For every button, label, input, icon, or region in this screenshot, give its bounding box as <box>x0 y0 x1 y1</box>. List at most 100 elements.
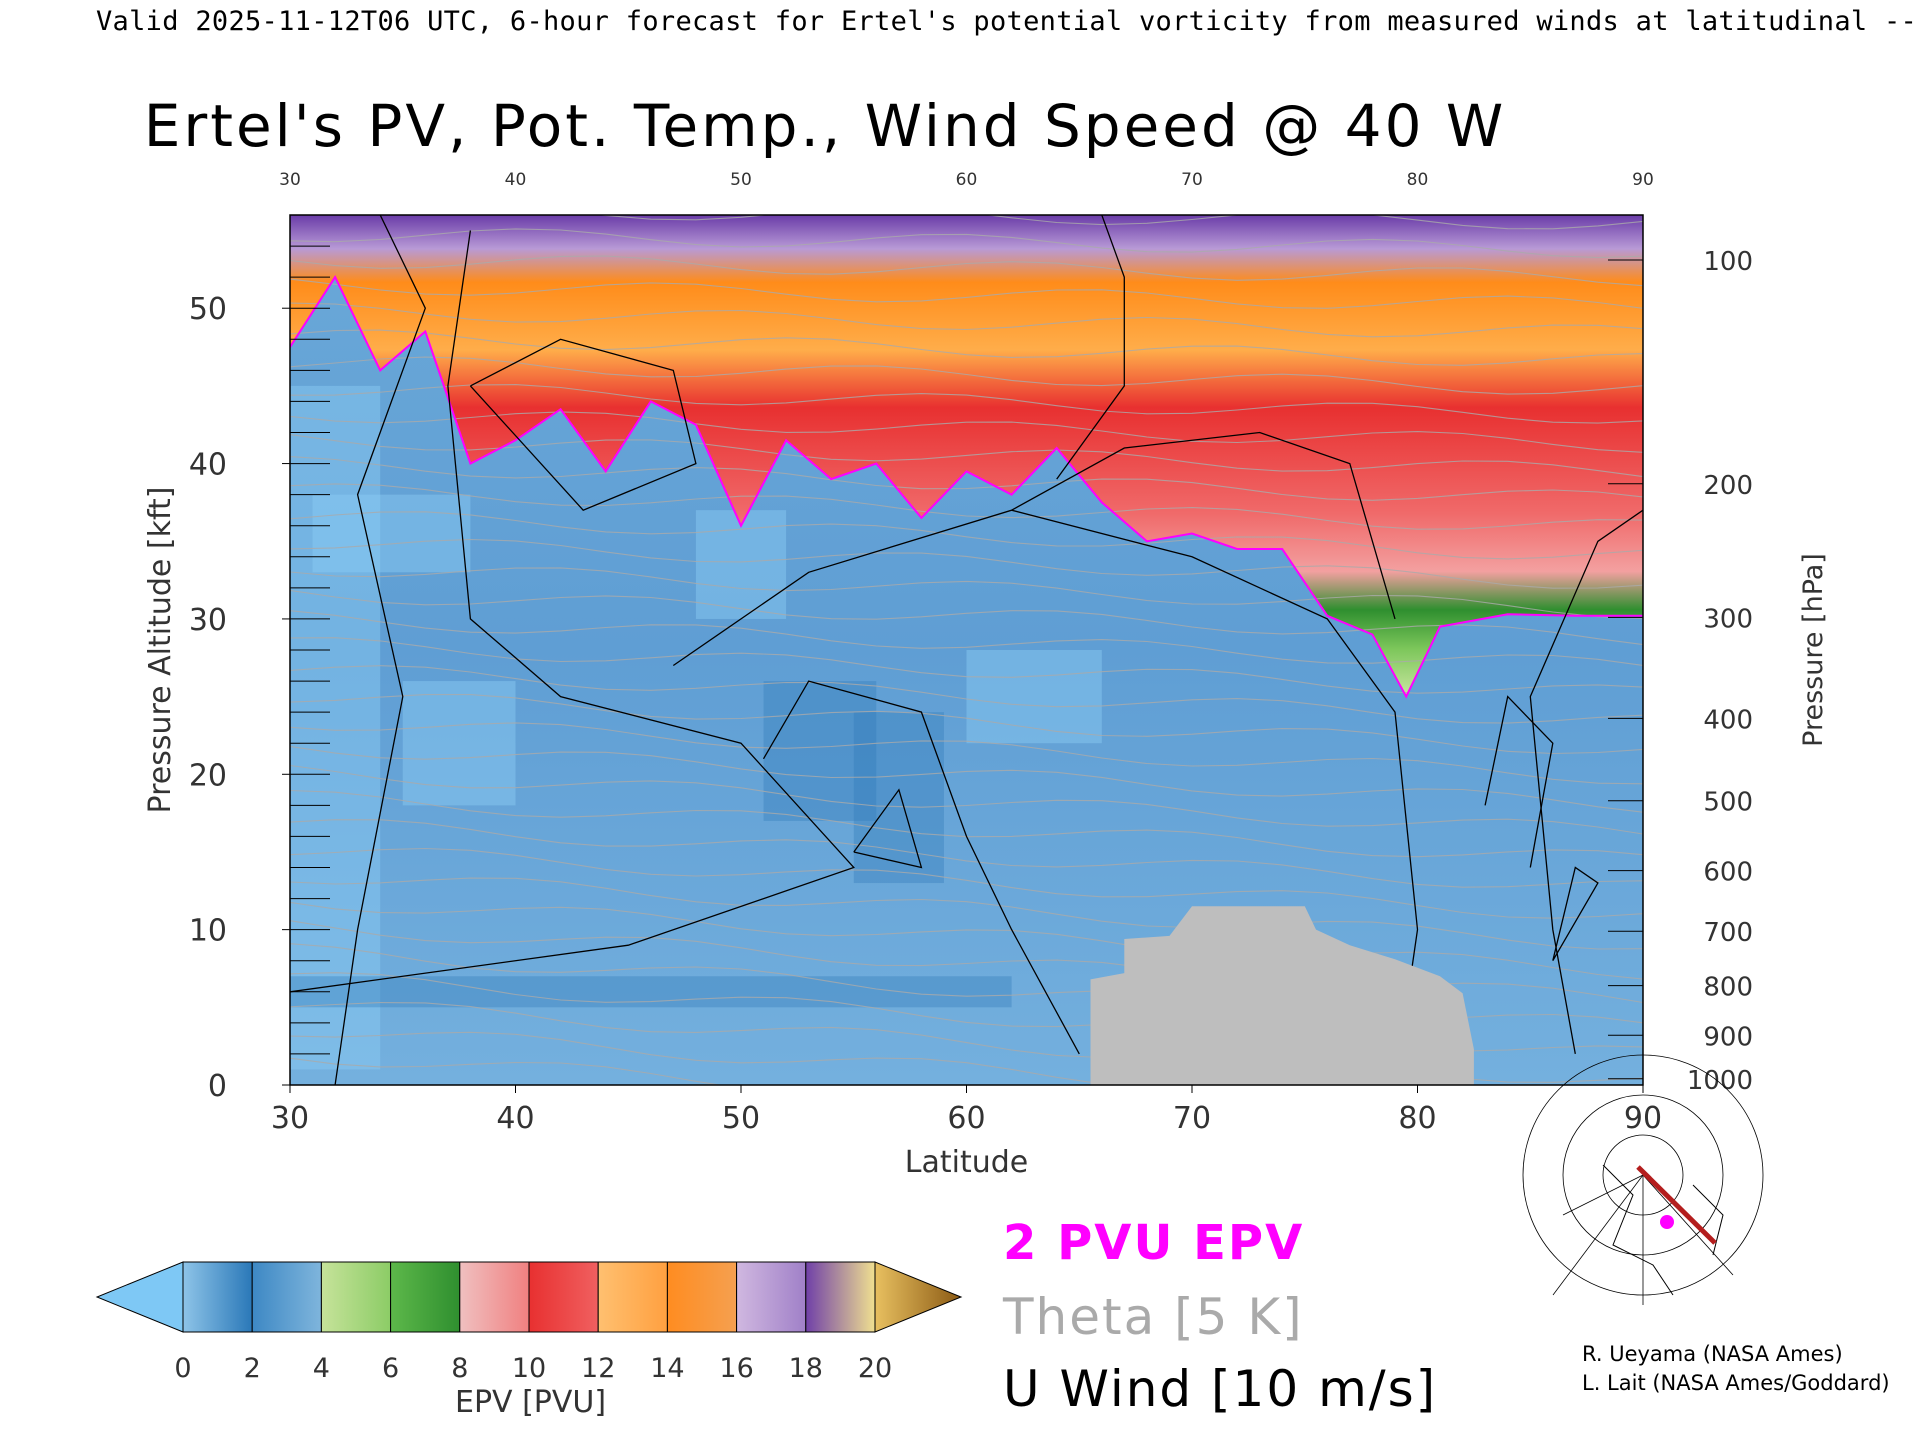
colorbar-tick-label: 0 <box>174 1353 191 1384</box>
colorbar-tick-label: 2 <box>244 1353 261 1384</box>
pressure-tick-label: 700 <box>1703 918 1753 948</box>
colorbar-segment <box>390 1261 461 1333</box>
colorbar-segment <box>528 1261 599 1333</box>
colorbar-tick-label: 16 <box>719 1353 753 1384</box>
colorbar-tick-label: 18 <box>789 1353 823 1384</box>
theta-contour <box>290 847 1643 919</box>
y-tick-label: 50 <box>189 292 227 327</box>
pressure-tick-label: 100 <box>1703 247 1753 277</box>
x-tick-label: 50 <box>722 1101 760 1136</box>
theta-contour <box>290 434 1643 478</box>
y-tick-label: 30 <box>189 603 227 638</box>
theta-contour <box>290 511 1643 560</box>
u-wind-contour <box>1011 431 1396 620</box>
colorbar-under-arrow <box>95 1261 184 1333</box>
theta-contour <box>290 456 1643 501</box>
y-tick-label: 20 <box>189 758 227 793</box>
colorbar-tick-label: 4 <box>313 1353 330 1384</box>
theta-contour <box>290 411 1643 453</box>
colorbar-segment <box>182 1261 253 1333</box>
colorbar-segment <box>736 1261 807 1333</box>
low-pv-patch <box>312 494 471 573</box>
theta-contour <box>290 819 1643 888</box>
colorbar-label: EPV [PVU] <box>455 1385 607 1420</box>
theta-contour <box>290 302 1643 338</box>
y-tick-label: 10 <box>189 914 227 949</box>
u-wind-contour <box>1552 866 1599 962</box>
inset-map-coastline <box>1602 1164 1724 1296</box>
pressure-tick-label: 900 <box>1703 1022 1753 1052</box>
u-wind-contour <box>469 338 697 511</box>
colorbar-tick-label: 14 <box>650 1353 684 1384</box>
theta-contour <box>290 694 1643 755</box>
colorbar-over-arrow <box>874 1261 963 1333</box>
colorbar-tick-label: 12 <box>581 1353 615 1384</box>
colorbar-segment <box>805 1261 876 1333</box>
credit-line-2: L. Lait (NASA Ames/Goddard) <box>1582 1371 1890 1395</box>
theta-contour <box>290 384 1643 424</box>
theta-contour <box>290 215 1643 230</box>
chart-title: Ertel's PV, Pot. Temp., Wind Speed @ 40 … <box>143 92 1507 160</box>
theta-contour <box>290 567 1643 619</box>
theta-contour <box>290 483 1643 530</box>
theta-contour <box>290 329 1643 366</box>
u-wind-contour <box>672 509 1419 1085</box>
theta-contour <box>290 538 1643 589</box>
y-tick-label: 0 <box>208 1069 227 1104</box>
low-pv-patch <box>966 650 1102 744</box>
y2-axis-title: Pressure [hPa] <box>1798 553 1829 747</box>
forecast-header: Valid 2025-11-12T06 UTC, 6-hour forecast… <box>96 6 1920 37</box>
theta-contour <box>290 589 1643 646</box>
colorbar-tick-label: 10 <box>512 1353 546 1384</box>
colorbar-segment <box>459 1261 530 1333</box>
pressure-tick-label: 1000 <box>1687 1066 1753 1096</box>
pressure-tick-label: 400 <box>1703 705 1753 735</box>
u-wind-contour <box>1056 215 1125 480</box>
colorbar-tick-label: 6 <box>382 1353 399 1384</box>
inset-map-meridian <box>1562 1174 1644 1216</box>
x-tick-label: 40 <box>496 1101 534 1136</box>
theta-contour <box>290 764 1643 835</box>
inset-map-background <box>1543 1155 1740 1305</box>
theta-contour <box>290 228 1643 259</box>
x-axis-title: Latitude <box>905 1145 1028 1180</box>
colorbar-segment <box>251 1261 322 1333</box>
x-tick-label: 80 <box>1398 1101 1436 1136</box>
theta-contour <box>290 1031 1359 1085</box>
low-pv-patch <box>290 385 381 1070</box>
theta-contour <box>290 665 1643 724</box>
x-tick-label: 70 <box>1173 1101 1211 1136</box>
x-tick-label: 60 <box>947 1101 985 1136</box>
colorbar-tick-label: 20 <box>858 1353 892 1384</box>
top-tick-label: 90 <box>1632 170 1654 190</box>
u-wind-contour <box>853 788 923 869</box>
x-tick-label: 90 <box>1624 1101 1662 1136</box>
pressure-tick-label: 500 <box>1703 788 1753 818</box>
theta-contour <box>290 722 1643 785</box>
terrain-mask <box>1090 906 1474 1085</box>
top-tick-label: 80 <box>1407 170 1429 190</box>
legend-pv-entry: 2 PVU EPV <box>1003 1215 1305 1271</box>
theta-contour <box>290 278 1643 309</box>
inset-map-meridian <box>1642 1174 1734 1276</box>
u-wind-contour <box>334 215 427 1085</box>
x-tick-label: 30 <box>271 1101 309 1136</box>
mid-pv-patch <box>763 681 877 821</box>
colorbar-segment <box>666 1261 738 1333</box>
pressure-tick-label: 800 <box>1703 973 1753 1003</box>
theta-contour <box>290 610 1643 666</box>
theta-contour <box>290 1057 724 1085</box>
pressure-tick-label: 600 <box>1703 858 1753 888</box>
colorbar-tick-label: 8 <box>451 1353 468 1384</box>
top-tick-label: 70 <box>1181 170 1203 190</box>
top-tick-label: 60 <box>956 170 978 190</box>
inset-map-cross-section-line <box>1636 1165 1717 1245</box>
colorbar-segment <box>320 1261 392 1333</box>
u-wind-contour <box>762 680 1080 1055</box>
colorbar-segment <box>597 1261 668 1333</box>
inset-map-location-marker <box>1660 1215 1674 1229</box>
legend-uwind-entry: U Wind [10 m/s] <box>1003 1360 1438 1418</box>
pv-2-contour <box>290 275 1643 699</box>
u-wind-contour <box>1484 695 1554 868</box>
pressure-tick-label: 300 <box>1703 604 1753 634</box>
